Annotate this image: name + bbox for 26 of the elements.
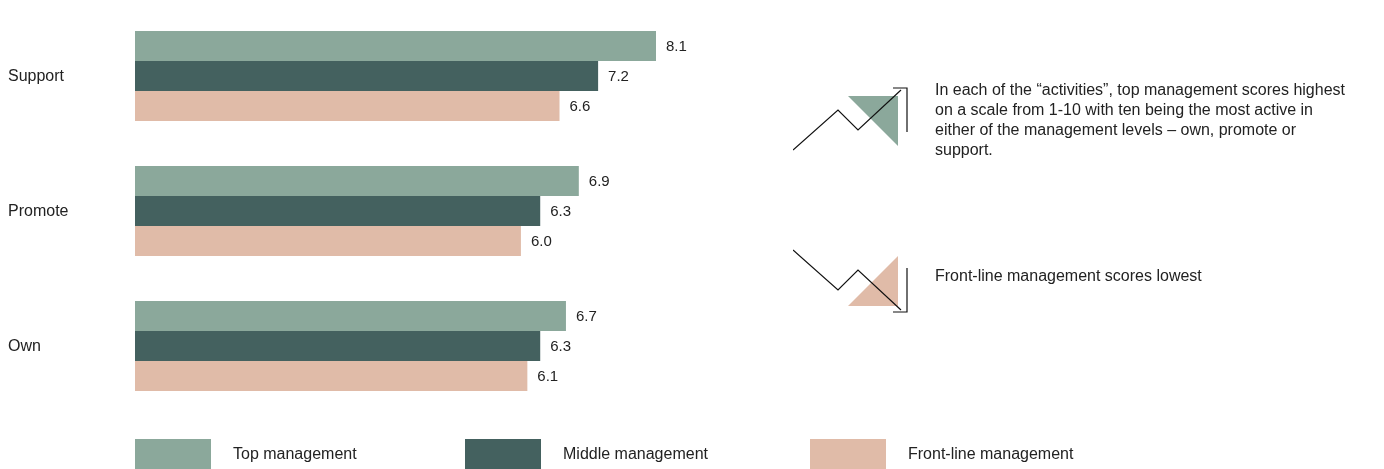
text: In each of the “activities”, top management scores highest on a scale from 1-10 with ten being the most active in either of the management levels – own, promote or support.	[935, 80, 1346, 160]
y-tick-label: Promote	[8, 201, 69, 219]
data-label: 6.0	[530, 232, 552, 249]
bar	[135, 31, 656, 61]
y-tick-label: Own	[8, 336, 41, 354]
legend-label: Middle management	[563, 445, 708, 463]
bar	[135, 196, 541, 226]
text: Front-line management scores lowest	[935, 266, 1203, 286]
data-label: 7.2	[608, 67, 629, 84]
bar	[135, 361, 528, 391]
bar	[135, 166, 579, 196]
data-label: 8.1	[666, 37, 687, 54]
bar	[135, 331, 541, 361]
legend-label: Top management	[233, 445, 357, 463]
data-label: 6.6	[569, 97, 591, 114]
bar	[135, 301, 566, 331]
data-label: 6.1	[537, 367, 559, 384]
bar	[135, 61, 599, 91]
y-tick-label: Support	[8, 66, 65, 84]
bar	[135, 226, 521, 256]
data-label: 6.3	[550, 337, 572, 354]
data-label: 6.9	[588, 172, 610, 189]
legend-label: Front-line management	[908, 445, 1074, 463]
data-label: 6.7	[575, 307, 597, 324]
bar	[135, 91, 560, 121]
data-label: 6.3	[550, 202, 572, 219]
